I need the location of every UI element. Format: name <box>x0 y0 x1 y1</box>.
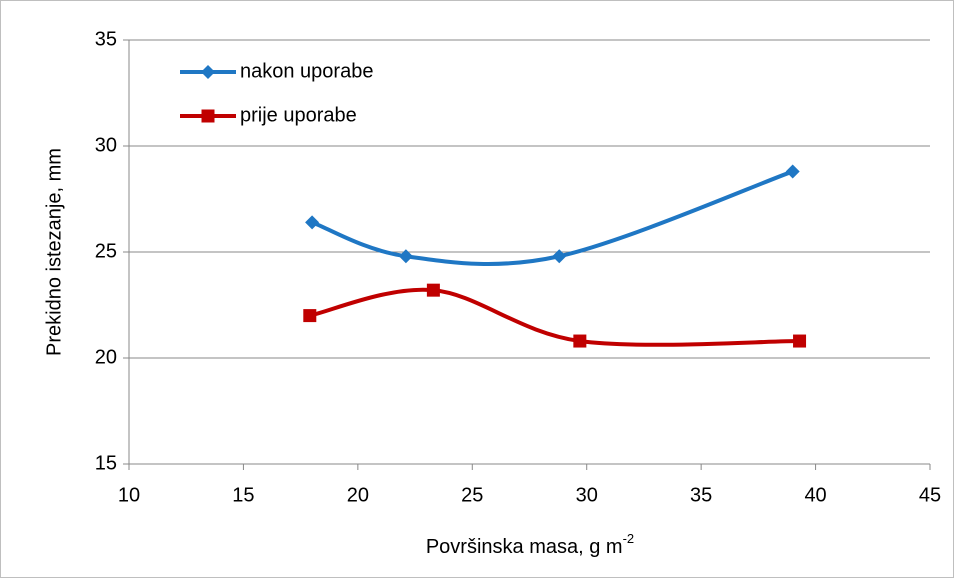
legend-label: prije uporabe <box>240 104 357 126</box>
x-tick-label: 40 <box>804 484 826 506</box>
y-axis-label: Prekidno istezanje, mm <box>43 148 65 356</box>
y-tick-label: 35 <box>95 28 117 50</box>
data-point <box>785 164 800 179</box>
x-tick-label: 25 <box>461 484 483 506</box>
data-point <box>573 334 587 348</box>
data-point <box>793 334 807 348</box>
data-point <box>303 309 317 323</box>
series-line <box>311 169 794 266</box>
data-point <box>305 215 320 230</box>
x-tick-label: 30 <box>576 484 598 506</box>
x-axis-label-main: Površinska masa, g m <box>426 536 623 558</box>
y-tick-label: 30 <box>95 134 117 156</box>
series-line <box>309 287 800 347</box>
x-axis-label: Površinska masa, g m-2 <box>426 531 634 558</box>
legend-marker <box>201 109 215 123</box>
data-point <box>552 249 567 264</box>
x-tick-label: 45 <box>919 484 941 506</box>
x-axis-label-sup: -2 <box>623 531 635 546</box>
x-tick-label: 10 <box>118 484 140 506</box>
legend-marker <box>201 65 215 79</box>
y-tick-label: 20 <box>95 346 117 368</box>
y-tick-label: 15 <box>95 452 117 474</box>
legend-label: nakon uporabe <box>240 60 373 82</box>
x-tick-label: 20 <box>347 484 369 506</box>
x-tick-label: 15 <box>232 484 254 506</box>
x-tick-label: 35 <box>690 484 712 506</box>
y-tick-label: 25 <box>95 240 117 262</box>
data-point <box>426 283 440 297</box>
data-point <box>398 249 413 264</box>
